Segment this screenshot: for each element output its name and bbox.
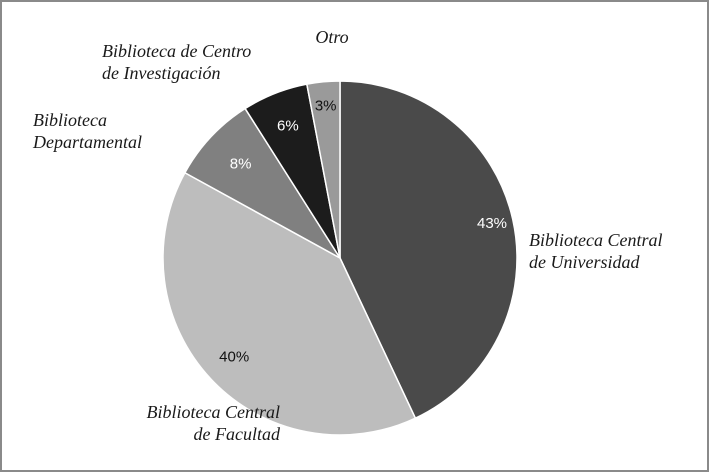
category-label-line: de Investigación: [102, 63, 220, 83]
slice-biblioteca-central-de-universidad: [339, 80, 518, 420]
category-label-line: Biblioteca Central: [147, 402, 280, 422]
category-label-line: de Facultad: [194, 424, 281, 444]
value-label-biblioteca-central-de-universidad: 43%: [477, 215, 507, 232]
value-label-biblioteca-departamental: 8%: [230, 156, 252, 173]
category-label-biblioteca-central-de-facultad: Biblioteca Central de Facultad: [147, 402, 281, 444]
category-label-biblioteca-departamental: Biblioteca Departamental: [32, 110, 142, 152]
category-labels: Biblioteca Central de UniversidadBibliote…: [32, 27, 662, 444]
value-label-biblioteca-de-centro-de-investigacion: 6%: [277, 117, 299, 134]
value-label-biblioteca-central-de-facultad: 40%: [219, 348, 249, 365]
category-label-line: Departamental: [32, 132, 142, 152]
slice-otro: [305, 80, 341, 259]
pie-slices: [162, 80, 518, 436]
category-label-line: Biblioteca Central: [529, 230, 662, 250]
value-label-otro: 3%: [315, 97, 337, 114]
category-label-biblioteca-de-centro-de-investigacion: Biblioteca de Centro de Investigación: [102, 41, 251, 83]
category-label-otro: Otro: [315, 27, 348, 47]
slice-biblioteca-departamental: [183, 107, 341, 259]
slice-biblioteca-central-de-facultad: [162, 171, 417, 436]
category-label-line: Otro: [315, 27, 348, 47]
category-label-line: Biblioteca: [33, 110, 107, 130]
value-labels: 43% 40% 8% 6% 3%: [219, 97, 507, 365]
category-label-biblioteca-central-de-universidad: Biblioteca Central de Universidad: [529, 230, 662, 272]
category-label-line: de Universidad: [529, 252, 640, 272]
category-label-line: Biblioteca de Centro: [102, 41, 251, 61]
